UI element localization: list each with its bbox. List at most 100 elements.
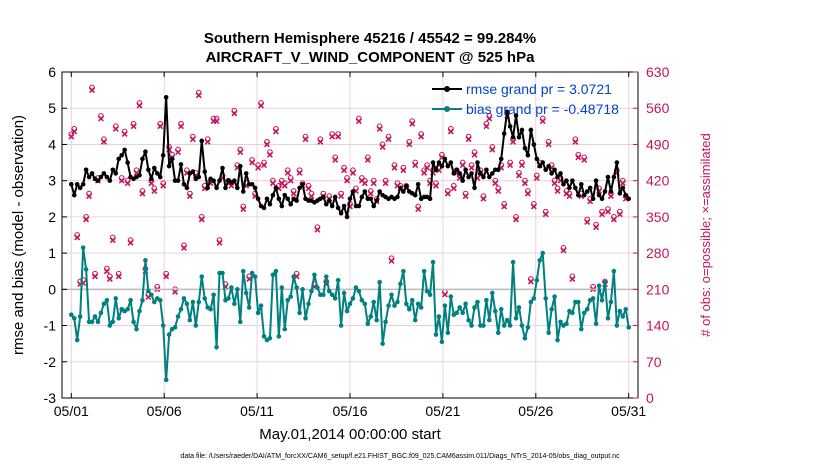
obs-assimilated-point: [409, 120, 416, 127]
rmse-point: [163, 95, 169, 100]
obs-assimilated-point: [483, 123, 490, 130]
rmse-point: [119, 153, 124, 158]
rmse-point: [276, 196, 282, 202]
obs-assimilated-point: [157, 123, 164, 130]
bias-point: [581, 310, 587, 316]
bias-point: [377, 279, 382, 285]
bias-point: [80, 245, 86, 250]
y-right-tick-label: 0: [646, 390, 654, 406]
rmse-point: [490, 171, 495, 176]
rmse-point: [95, 178, 101, 183]
bias-point: [395, 299, 400, 305]
bias-point: [457, 305, 463, 310]
obs-assimilated-point: [462, 193, 469, 200]
bias-point: [178, 306, 184, 312]
bias-point: [460, 310, 465, 316]
rmse-point: [175, 178, 181, 183]
rmse-point: [217, 178, 222, 183]
bias-point: [608, 299, 614, 305]
obs-assimilated-point: [370, 180, 377, 187]
bias-point: [448, 294, 454, 299]
rmse-point: [522, 145, 528, 151]
obs-assimilated-point: [421, 169, 428, 176]
obs-assimilated-point: [527, 278, 534, 285]
rmse-point: [590, 196, 596, 202]
obs-assimilated-point: [338, 193, 345, 200]
bias-point: [303, 316, 308, 321]
bias-point: [463, 301, 468, 307]
obs-assimilated-point: [444, 190, 451, 197]
bias-series: [68, 245, 632, 383]
y-right-tick-label: 70: [646, 354, 662, 370]
bias-point: [172, 325, 178, 330]
rmse-point: [332, 194, 338, 200]
rmse-point: [199, 138, 205, 144]
rmse-point: [584, 189, 590, 194]
obs-assimilated-point: [231, 110, 238, 117]
chart-title-line1: Southern Hemisphere 45216 / 45542 = 99.2…: [204, 30, 536, 47]
bias-point: [522, 335, 528, 341]
rmse-point: [125, 160, 130, 165]
rmse-point: [555, 174, 560, 180]
obs-assimilated-point: [329, 133, 336, 140]
obs-assimilated-point: [308, 193, 315, 200]
obs-assimilated-point: [136, 102, 143, 109]
bias-point: [362, 301, 368, 307]
obs-assimilated-point: [400, 167, 407, 174]
bias-point: [181, 296, 187, 301]
x-tick-label: 05/21: [425, 403, 460, 419]
obs-assimilated-point: [172, 288, 179, 295]
bias-point: [516, 305, 522, 310]
bias-point: [406, 306, 412, 312]
bias-point: [442, 303, 448, 308]
bias-point: [546, 330, 551, 336]
rmse-point: [602, 189, 608, 194]
bias-point: [430, 259, 436, 265]
bias-point: [466, 317, 471, 323]
bias-point: [356, 288, 362, 294]
bias-point: [71, 316, 77, 321]
obs-assimilated-point: [385, 136, 392, 143]
bias-point: [525, 325, 531, 330]
rmse-point: [481, 174, 486, 180]
bias-point: [309, 288, 314, 294]
rmse-point: [504, 109, 510, 115]
obs-assimilated-point: [560, 247, 567, 254]
obs-assimilated-point: [376, 125, 383, 132]
rmse-point: [181, 181, 187, 187]
obs-assimilated-point: [510, 138, 517, 145]
y-tick-label: 0: [48, 281, 56, 297]
obs-assimilated-point: [281, 182, 288, 189]
obs-assimilated-point: [465, 136, 472, 143]
bias-point: [152, 299, 157, 305]
bias-point: [323, 274, 329, 279]
rmse-point: [608, 189, 614, 194]
obs-assimilated-point: [524, 190, 531, 197]
rmse-point: [237, 163, 243, 169]
bias-point: [424, 288, 430, 294]
rmse-point: [184, 185, 190, 191]
obs-assimilated-point: [198, 216, 205, 223]
obs-assimilated-point: [118, 177, 125, 184]
bias-point: [484, 297, 489, 303]
bias-point: [128, 297, 133, 303]
rmse-point: [196, 174, 202, 180]
bias-point: [232, 301, 237, 307]
rmse-point: [463, 167, 468, 173]
bias-point: [504, 317, 510, 323]
bias-point: [454, 310, 460, 316]
bias-point: [371, 299, 377, 305]
obs-assimilated-point: [317, 138, 324, 145]
bias-point: [104, 297, 110, 303]
obs-assimilated-point: [287, 177, 294, 184]
bias-point: [300, 287, 305, 292]
bias-point: [98, 310, 104, 316]
rmse-point: [460, 178, 465, 183]
y-right-tick-label: 210: [646, 281, 670, 297]
rmse-point: [344, 214, 350, 220]
rmse-point: [178, 162, 184, 167]
bias-point: [249, 270, 255, 276]
bias-point: [412, 317, 418, 323]
rmse-point: [415, 181, 421, 187]
bias-point: [469, 323, 474, 328]
